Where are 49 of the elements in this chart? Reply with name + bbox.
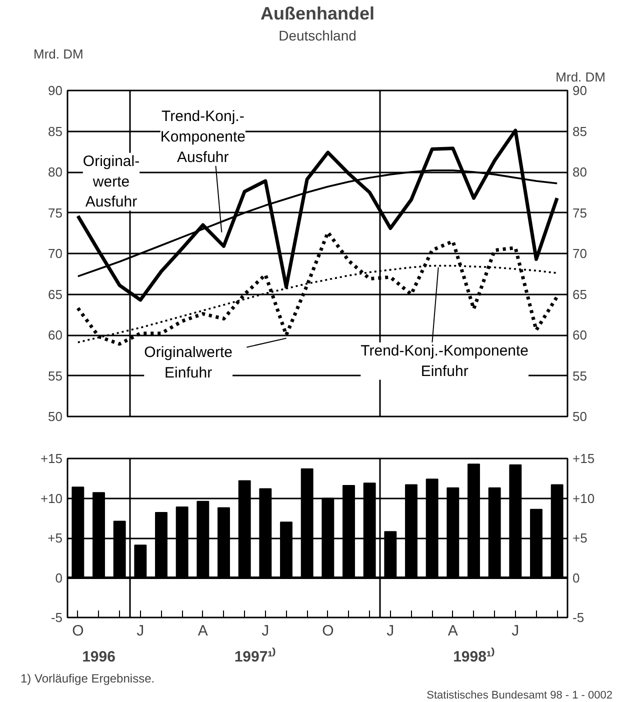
y-tick-label: 0 bbox=[55, 570, 63, 586]
text: 1996 bbox=[82, 648, 116, 666]
y-tick-label: 90 bbox=[48, 83, 63, 98]
y2-tick-label: +5 bbox=[572, 530, 588, 546]
series-label: Originalwerte Einfuhr bbox=[144, 344, 233, 382]
text: 1997¹⁾ bbox=[234, 648, 276, 666]
y-tick-label: 85 bbox=[48, 124, 63, 139]
y2-tick-label: 75 bbox=[572, 205, 587, 220]
y2-tick-label: 0 bbox=[572, 570, 580, 586]
y2-tick-label: 60 bbox=[572, 328, 587, 342]
text: 1) Vorläufige Ergebnisse. bbox=[20, 672, 155, 686]
y-tick-label: +15 bbox=[40, 451, 63, 466]
series-label: Original- werte Ausfuhr bbox=[82, 152, 140, 211]
y2-tick-label: 85 bbox=[572, 124, 587, 139]
y2-tick-label: +15 bbox=[572, 451, 595, 466]
x-tick-label: A bbox=[448, 622, 458, 640]
x-tick-label: J bbox=[136, 622, 144, 640]
y-tick-label: +5 bbox=[48, 530, 63, 546]
y-tick-label: 65 bbox=[48, 286, 63, 302]
y2-tick-label: -5 bbox=[572, 610, 584, 625]
x-tick-label: A bbox=[198, 622, 208, 640]
x-tick-label: J bbox=[262, 622, 270, 640]
y-tick-label: +10 bbox=[40, 490, 63, 506]
y2-tick-label: 70 bbox=[572, 246, 587, 261]
x-tick-label: J bbox=[512, 622, 520, 640]
y2-tick-label: +10 bbox=[572, 490, 595, 506]
x-tick-label: J bbox=[386, 622, 394, 640]
y-tick-label: 60 bbox=[48, 328, 63, 342]
y-tick-label: 55 bbox=[48, 368, 63, 384]
y-tick-label: 70 bbox=[48, 246, 63, 261]
y2-tick-label: 65 bbox=[572, 286, 587, 302]
text: Trend-Konj.-Komponente Einfuhr bbox=[360, 342, 529, 380]
y-tick-label: -5 bbox=[50, 610, 63, 625]
y-tick-label: 50 bbox=[48, 409, 63, 424]
y2-axis-title: Mrd. DM bbox=[556, 70, 606, 84]
text: Statistisches Bundesamt 98 - 1 - 0002 bbox=[426, 690, 613, 702]
text: 1998¹⁾ bbox=[453, 648, 494, 666]
x-tick-label: O bbox=[72, 622, 84, 640]
chart-subtitle: Deutschland bbox=[278, 28, 356, 44]
y2-tick-label: 50 bbox=[572, 409, 587, 424]
y-tick-label: 75 bbox=[48, 205, 63, 220]
y-axis-title: Mrd. DM bbox=[34, 46, 84, 62]
y-tick-label: 80 bbox=[48, 164, 63, 180]
text: Trend-Konj.- Komponente Ausfuhr bbox=[160, 108, 246, 166]
x-tick-label: O bbox=[322, 622, 334, 640]
y2-tick-label: 80 bbox=[572, 164, 587, 180]
y2-tick-label: 90 bbox=[572, 83, 587, 98]
chart-title: Außenhandel bbox=[260, 4, 375, 24]
y2-tick-label: 55 bbox=[572, 368, 587, 384]
